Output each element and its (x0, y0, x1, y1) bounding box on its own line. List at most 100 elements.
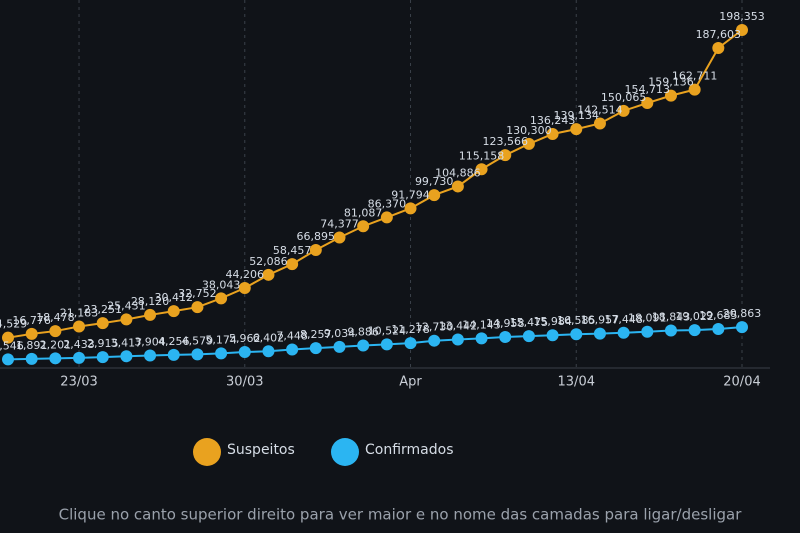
data-label: 4,579 (182, 334, 214, 347)
data-label: 2,201 (40, 338, 72, 351)
data-label: 123,566 (482, 135, 528, 148)
data-point (641, 97, 654, 110)
data-point (309, 244, 322, 257)
data-point (688, 324, 701, 337)
data-point (357, 339, 370, 352)
data-point (96, 351, 109, 364)
data-point (451, 180, 464, 193)
data-point (617, 104, 630, 117)
data-point (357, 220, 370, 233)
data-point (736, 24, 748, 36)
data-point (191, 301, 204, 314)
data-point (262, 345, 275, 358)
data-point (593, 327, 606, 340)
data-label: 12,730 (415, 321, 454, 334)
data-label: 139,134 (554, 109, 600, 122)
data-label: 1,546 (0, 339, 24, 352)
data-label: 28,120 (131, 295, 170, 308)
data-label: 187,603 (696, 28, 742, 41)
data-label: 44,206 (226, 268, 265, 281)
data-label: 14,529 (0, 318, 27, 331)
data-point (712, 41, 725, 54)
data-label: 8,257 (300, 328, 332, 341)
data-point (736, 321, 748, 334)
data-label: 11,278 (391, 323, 430, 336)
data-point (25, 327, 38, 340)
data-label: 38,043 (202, 278, 241, 291)
data-label: 91,794 (391, 188, 430, 201)
data-point (2, 353, 14, 366)
data-point (499, 149, 512, 162)
data-point (25, 352, 38, 365)
legend-item[interactable]: Confirmados (331, 438, 454, 466)
data-label: 9,034 (324, 327, 356, 340)
data-point (167, 348, 180, 361)
plot: 14,52916,77618,47821,18323,25125,43128,1… (0, 10, 765, 366)
data-label: 142,514 (577, 103, 623, 116)
data-label: 115,158 (459, 149, 505, 162)
data-point (404, 202, 417, 215)
data-point (380, 338, 393, 351)
data-label: 13,442 (439, 320, 478, 333)
data-label: 3,904 (134, 335, 166, 348)
data-label: 136,243 (530, 114, 576, 127)
legend-item[interactable]: Suspeitos (193, 438, 295, 466)
data-point (238, 282, 251, 295)
data-point (120, 313, 133, 326)
data-label: 25,431 (107, 299, 146, 312)
data-label: 19,685 (699, 309, 738, 322)
data-label: 3,417 (111, 336, 143, 349)
data-label: 10,524 (368, 324, 407, 337)
data-point (49, 325, 62, 338)
data-label: 74,377 (320, 218, 359, 231)
data-point (522, 137, 535, 150)
data-label: 18,843 (652, 310, 691, 323)
data-label: 2,433 (63, 338, 95, 351)
data-point (120, 350, 133, 363)
data-label: 130,300 (506, 124, 552, 137)
data-point (593, 117, 606, 130)
data-label: 30,412 (154, 291, 193, 304)
data-point (144, 308, 157, 321)
data-point (49, 352, 62, 365)
data-label: 18,478 (36, 311, 75, 324)
data-point (475, 332, 488, 345)
data-point (617, 326, 630, 339)
data-point (712, 323, 725, 336)
data-label: 23,251 (83, 303, 122, 316)
data-label: 32,752 (178, 287, 217, 300)
data-point (191, 348, 204, 361)
data-label: 20,863 (723, 307, 762, 320)
data-label: 19,022 (675, 310, 714, 323)
legend-marker (193, 438, 221, 466)
data-point (499, 330, 512, 343)
data-point (2, 331, 14, 344)
data-point (522, 330, 535, 343)
data-point (238, 346, 251, 359)
data-label: 86,370 (368, 197, 407, 210)
data-label: 5,174 (205, 333, 237, 346)
data-label: 2,915 (87, 337, 119, 350)
data-label: 18,091 (628, 312, 667, 325)
data-label: 1,891 (16, 339, 48, 352)
x-tick-label: 13/04 (558, 375, 595, 390)
data-label: 6,402 (253, 331, 285, 344)
data-point (286, 343, 299, 356)
data-point (144, 349, 157, 362)
data-label: 162,711 (672, 70, 718, 83)
series-line (7, 29, 743, 339)
data-point (215, 347, 228, 360)
data-label: 52,086 (249, 255, 288, 268)
data-label: 99,730 (415, 175, 454, 188)
data-point (333, 231, 346, 244)
data-point (451, 333, 464, 346)
data-point (546, 127, 559, 140)
data-label: 17,448 (604, 313, 643, 326)
data-point (688, 83, 701, 96)
data-label: 150,065 (601, 91, 647, 104)
data-point (380, 211, 393, 224)
data-label: 7,448 (276, 330, 308, 343)
data-label: 16,585 (557, 314, 596, 327)
data-label: 14,143 (462, 318, 501, 331)
data-label: 66,895 (297, 230, 336, 243)
